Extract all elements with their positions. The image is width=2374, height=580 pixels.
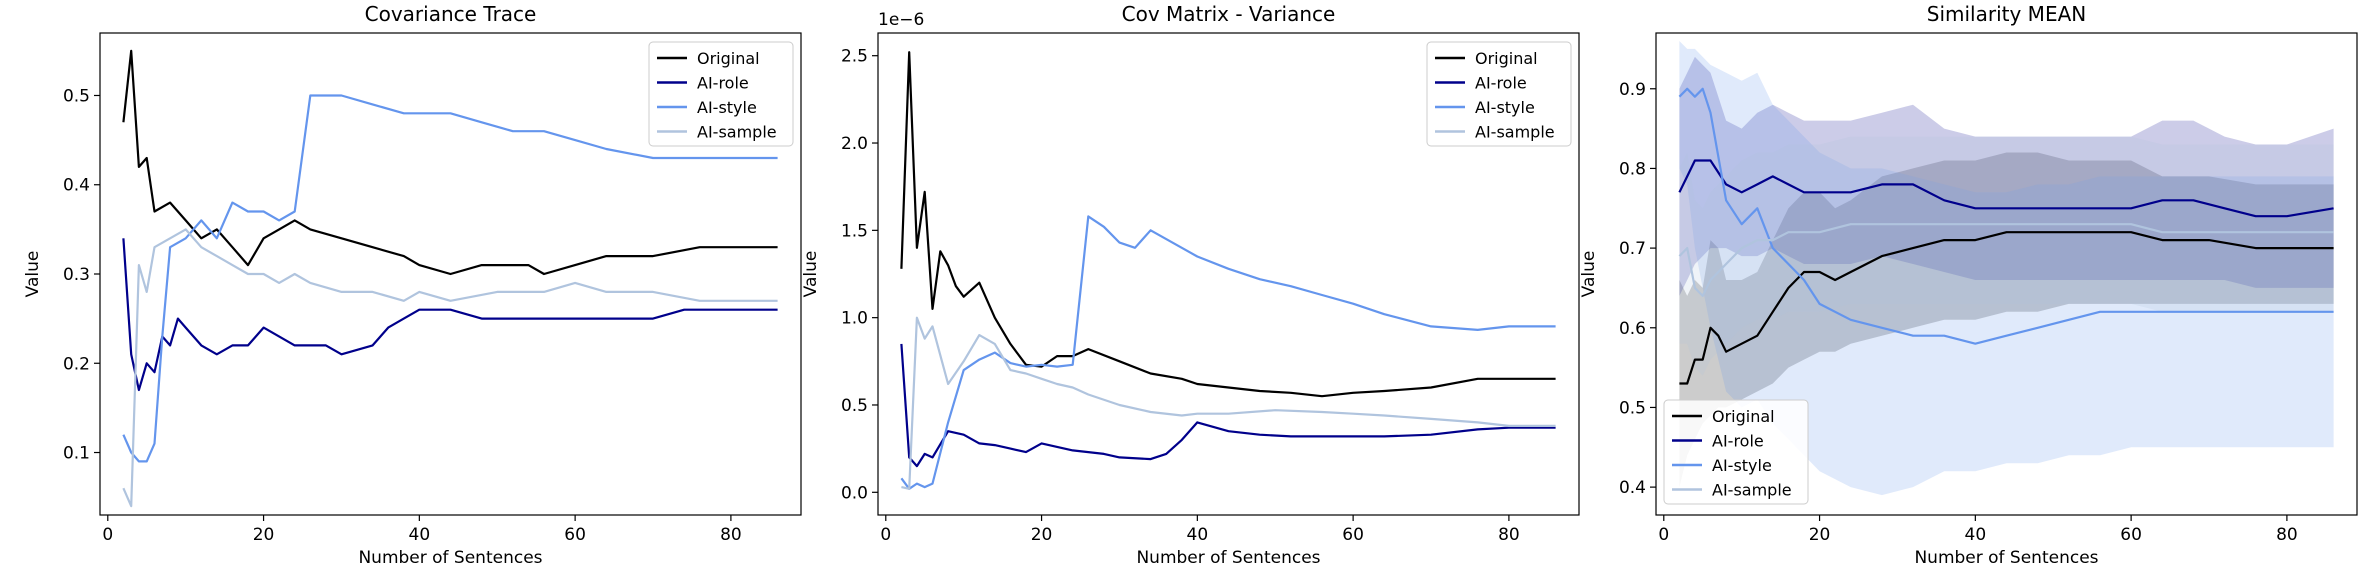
series-line-2 <box>122 94 778 463</box>
x-tick-label: 40 <box>1965 525 1987 545</box>
y-tick-label: 0.5 <box>841 396 868 416</box>
x-axis-label: Number of Sentences <box>358 548 542 568</box>
x-tick-label: 60 <box>564 525 586 545</box>
y-tick-label: 0.0 <box>841 483 868 503</box>
chart-title: Similarity MEAN <box>1927 2 2086 26</box>
x-tick-label: 0 <box>102 525 113 545</box>
x-tick-label: 80 <box>720 525 742 545</box>
x-tick-label: 0 <box>880 525 891 545</box>
chart-panel-2: 0 20 40 60 80 0.0 0.5 1.0 1.5 2.0 2.5 Cov Matrix - … <box>801 2 1580 568</box>
legend: Original AI-role AI-style AI-sample <box>1426 41 1572 147</box>
chart-panel-1: 0 20 40 60 80 0.1 0.2 0.3 0.4 0.5 Covariance Trace… <box>23 2 802 568</box>
legend-label: AI-sample <box>1712 481 1792 500</box>
legend-label: AI-sample <box>1475 123 1555 142</box>
legend-label: AI-style <box>697 98 757 117</box>
legend-label: AI-sample <box>697 123 777 142</box>
legend-box <box>1426 41 1572 147</box>
series-line-1 <box>122 238 778 392</box>
series-line-2 <box>1678 87 2334 345</box>
chart-title: Covariance Trace <box>365 2 537 26</box>
series-line-1 <box>900 343 1556 468</box>
y-tick-label: 0.3 <box>63 265 90 285</box>
plot-area <box>1678 41 2334 496</box>
legend: Original AI-role AI-style AI-sample <box>648 41 794 147</box>
y-tick-label: 0.5 <box>63 86 90 106</box>
series-line-0 <box>1679 231 2334 385</box>
legend-label: AI-style <box>1712 456 1772 475</box>
y-tick-label: 0.4 <box>1619 478 1646 498</box>
y-tick-label: 0.2 <box>63 354 90 374</box>
y-tick-label: 1.0 <box>841 309 868 329</box>
y-tick-label: 0.5 <box>1619 398 1646 418</box>
legend-label: AI-role <box>697 74 749 93</box>
confidence-band-0 <box>1679 152 2334 488</box>
x-tick-label: 0 <box>1658 525 1669 545</box>
x-tick-label: 20 <box>253 525 275 545</box>
y-tick-label: 0.4 <box>63 176 90 196</box>
y-tick-label: 1.5 <box>841 221 868 241</box>
y-axis-label: Value <box>801 251 821 298</box>
y-tick-label: 0.6 <box>1619 319 1646 339</box>
series-line-3 <box>1678 223 2334 297</box>
y-axis-label: Value <box>1579 251 1599 298</box>
plot-area <box>122 49 778 508</box>
series-line-1 <box>1678 159 2334 218</box>
y-axis-label: Value <box>23 251 43 298</box>
chart-title: Cov Matrix - Variance <box>1122 2 1336 26</box>
y-tick-label: 0.7 <box>1619 239 1646 259</box>
x-tick-label: 20 <box>1809 525 1831 545</box>
axes-frame <box>1655 32 2358 516</box>
x-tick-label: 80 <box>2276 525 2298 545</box>
x-tick-label: 80 <box>1498 525 1520 545</box>
plot-area <box>900 51 1556 490</box>
axis-offset-label: 1e−6 <box>878 10 924 30</box>
legend: Original AI-role AI-style AI-sample <box>1663 399 1809 505</box>
legend-label: Original <box>1712 407 1775 426</box>
confidence-band-2 <box>1679 41 2334 496</box>
x-axis-label: Number of Sentences <box>1914 548 2098 568</box>
x-tick-label: 40 <box>1187 525 1209 545</box>
confidence-band-1 <box>1679 56 2334 296</box>
x-tick-label: 60 <box>1342 525 1364 545</box>
legend-box <box>648 41 794 147</box>
y-tick-label: 0.9 <box>1619 80 1646 100</box>
legend-label: AI-role <box>1475 74 1527 93</box>
series-line-2 <box>900 215 1556 490</box>
y-tick-label: 0.1 <box>63 444 90 464</box>
series-line-0 <box>122 49 778 276</box>
x-tick-label: 40 <box>409 525 431 545</box>
axes-frame <box>877 32 1580 516</box>
legend-label: Original <box>697 49 760 68</box>
legend-label: Original <box>1475 49 1538 68</box>
y-tick-label: 0.8 <box>1619 159 1646 179</box>
series-line-3 <box>122 228 778 508</box>
chart-panel-3: 0 20 40 60 80 0.4 0.5 0.6 0.7 0.8 0.9 Similarity ME… <box>1579 2 2358 568</box>
legend-label: AI-style <box>1475 98 1535 117</box>
x-tick-label: 60 <box>2120 525 2142 545</box>
y-tick-label: 2.5 <box>841 47 868 67</box>
x-tick-label: 20 <box>1031 525 1053 545</box>
series-line-3 <box>901 316 1556 490</box>
legend-box <box>1663 399 1809 505</box>
confidence-band-3 <box>1679 136 2334 376</box>
legend-label: AI-role <box>1712 432 1764 451</box>
y-tick-label: 2.0 <box>841 134 868 154</box>
x-axis-label: Number of Sentences <box>1136 548 1320 568</box>
